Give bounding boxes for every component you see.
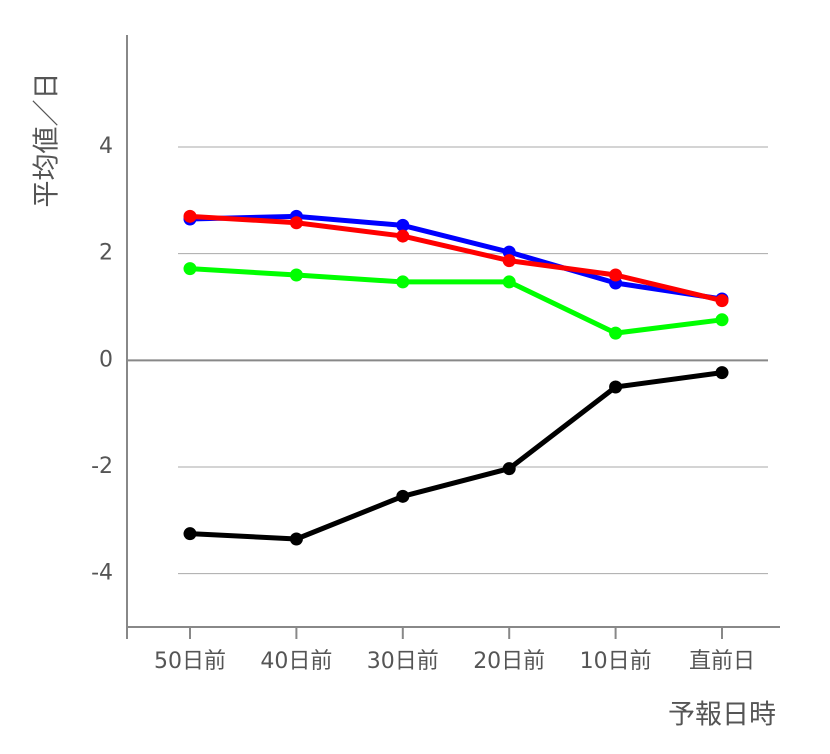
point [289,532,303,546]
series-line [189,266,723,336]
y-tick-label: 0 [99,347,113,372]
point [289,268,303,282]
point [609,380,623,394]
y-tick-label: -2 [91,454,113,479]
series-line [189,370,723,542]
point [289,216,303,230]
y-tick-label: -4 [91,561,113,586]
point [183,262,197,276]
point [396,489,410,503]
point [183,527,197,541]
point [396,275,410,289]
y-tick-label: 2 [99,241,113,266]
x-tick-label: 20日前 [473,649,545,674]
point [396,229,410,243]
series-line [189,213,723,304]
x-tick-label: 10日前 [580,649,652,674]
point [609,268,623,282]
x-tick-label: 30日前 [367,649,439,674]
point [396,218,410,232]
series-line [189,213,723,302]
point [502,275,516,289]
x-axis-label: 予報日時 [668,700,776,731]
point [502,254,516,268]
x-tick-label: 直前日 [689,649,755,674]
point [609,326,623,340]
x-tick-label: 50日前 [154,649,226,674]
y-axis-label: 平均値／日 [32,73,63,208]
point [715,313,729,327]
y-tick-label: 4 [99,134,113,159]
point [715,366,729,380]
point [183,209,197,223]
point [502,462,516,476]
x-tick-label: 40日前 [260,649,332,674]
point [715,294,729,308]
